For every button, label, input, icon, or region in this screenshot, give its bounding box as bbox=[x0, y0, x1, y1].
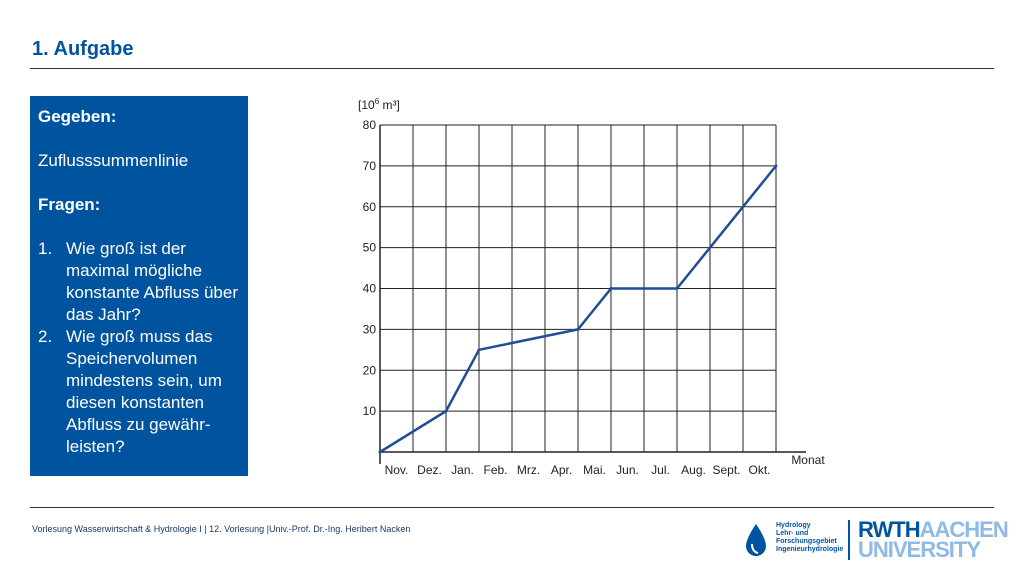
data-point bbox=[477, 348, 481, 352]
y-tick-label: 50 bbox=[363, 241, 377, 255]
question-item: 2. Wie groß muss das Speichervolumen min… bbox=[38, 326, 240, 458]
x-tick-label: Mrz. bbox=[517, 463, 540, 477]
data-point bbox=[609, 287, 613, 290]
given-heading: Gegeben: bbox=[38, 107, 117, 126]
y-tick-label: 20 bbox=[363, 363, 377, 377]
y-tick-label: 60 bbox=[363, 200, 377, 214]
x-tick-label: Jun. bbox=[616, 463, 639, 477]
data-point bbox=[444, 409, 448, 413]
title-divider bbox=[30, 68, 994, 69]
footer-divider bbox=[30, 507, 994, 508]
hydro-line: Hydrology bbox=[776, 522, 811, 529]
question-text: Wie groß muss das Speichervolumen mindes… bbox=[66, 327, 222, 456]
y-tick-label: 70 bbox=[363, 159, 377, 173]
y-axis-label: [106 m³] bbox=[358, 97, 400, 112]
slide-title: 1. Aufgabe bbox=[32, 38, 134, 60]
hydro-line: Lehr- und bbox=[776, 530, 809, 537]
y-tick-label: 30 bbox=[363, 322, 377, 336]
x-tick-label: Aug. bbox=[681, 463, 706, 477]
x-axis-label: Monat bbox=[791, 453, 825, 467]
hydro-line: Forschungsgebiet bbox=[776, 538, 837, 545]
x-tick-label: Jul. bbox=[651, 463, 670, 477]
x-tick-label: Jan. bbox=[451, 463, 474, 477]
question-number: 2. bbox=[38, 327, 53, 346]
y-tick-label: 10 bbox=[363, 404, 377, 418]
x-tick-label: Okt. bbox=[748, 463, 770, 477]
rwth-logo-word: UNIVERSITY bbox=[858, 537, 981, 562]
questions-list: 1. Wie groß ist der maximal mögliche kon… bbox=[38, 238, 240, 458]
y-tick-label: 80 bbox=[363, 118, 377, 132]
footer-text: Vorlesung Wasserwirtschaft & Hydrologie … bbox=[32, 524, 411, 534]
given-panel: Gegeben: Zuflusssummenlinie Fragen: 1. W… bbox=[30, 96, 248, 476]
data-point bbox=[576, 327, 580, 331]
question-text: Wie groß ist der maximal mögliche konsta… bbox=[66, 239, 239, 324]
logo-divider bbox=[848, 520, 850, 560]
questions-heading: Fragen: bbox=[38, 195, 101, 214]
x-tick-label: Apr. bbox=[551, 463, 572, 477]
rwth-logo: RWTHAACHEN UNIVERSITY bbox=[858, 517, 1009, 562]
x-tick-label: Mai. bbox=[583, 463, 606, 477]
x-tick-label: Dez. bbox=[417, 463, 442, 477]
data-point bbox=[378, 450, 382, 454]
y-tick-label: 40 bbox=[363, 282, 377, 296]
hydrology-logo-text: Hydrology Lehr- und Forschungsgebiet Ing… bbox=[776, 522, 844, 554]
x-tick-label: Nov. bbox=[385, 463, 409, 477]
rwth-logo-word: AACHEN bbox=[919, 517, 1009, 542]
cumulative-inflow-chart: 10 20 30 40 50 60 70 80 [106 m³] Nov. Dez. Jan. Feb.… bbox=[358, 97, 825, 477]
rwth-logo-word: RWTH bbox=[858, 517, 921, 542]
given-item: Zuflusssummenlinie bbox=[38, 151, 189, 170]
data-point bbox=[675, 287, 679, 290]
x-tick-label: Sept. bbox=[712, 463, 740, 477]
question-number: 1. bbox=[38, 239, 53, 258]
question-item: 1. Wie groß ist der maximal mögliche kon… bbox=[38, 238, 240, 326]
data-point bbox=[774, 164, 778, 168]
hydro-line: Ingenieurhydrologie bbox=[776, 546, 844, 553]
x-tick-label: Feb. bbox=[483, 463, 507, 477]
water-drop-icon bbox=[746, 524, 766, 556]
